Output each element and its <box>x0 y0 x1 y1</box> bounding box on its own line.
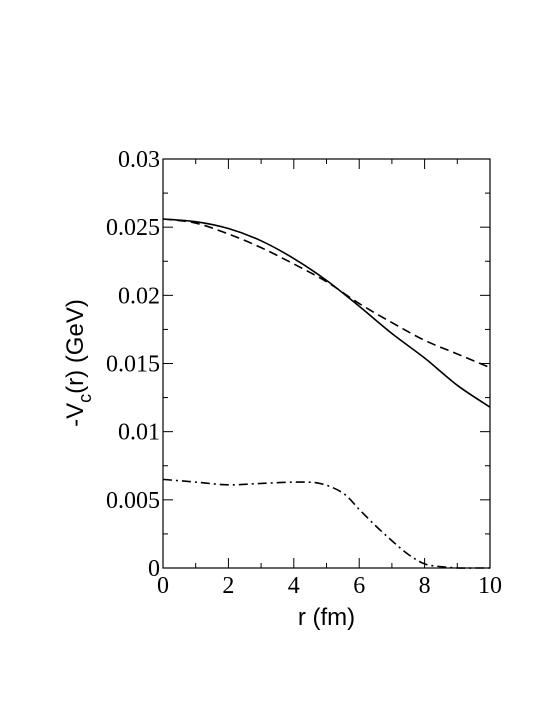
y-axis-title-prefix: -V <box>62 403 89 427</box>
y-tick-label: 0.03 <box>118 147 160 173</box>
y-axis-title: -Vc(r) (GeV) <box>62 299 95 427</box>
x-tick-label: 8 <box>419 573 431 599</box>
x-axis-title: r (fm) <box>298 604 355 631</box>
series-line-dashed <box>162 218 491 369</box>
y-tick-label: 0.025 <box>106 215 160 241</box>
x-tick-label: 0 <box>157 573 169 599</box>
y-axis-title-subscript: c <box>75 394 95 403</box>
series-line-dashdot <box>162 478 490 569</box>
y-tick-label: 0.005 <box>106 488 160 514</box>
y-tick-label: 0.01 <box>118 420 160 446</box>
y-tick-label: 0.015 <box>106 352 160 378</box>
x-tick-label: 10 <box>478 573 502 599</box>
x-tick-label: 6 <box>353 573 365 599</box>
plot-frame <box>162 158 491 569</box>
x-tick-label: 2 <box>222 573 234 599</box>
y-tick-label: 0.02 <box>118 283 160 309</box>
series-line-solid <box>162 218 491 408</box>
x-tick-label: 4 <box>288 573 300 599</box>
y-tick-label: 0 <box>148 556 160 582</box>
y-axis-title-suffix: (r) (GeV) <box>62 299 89 394</box>
